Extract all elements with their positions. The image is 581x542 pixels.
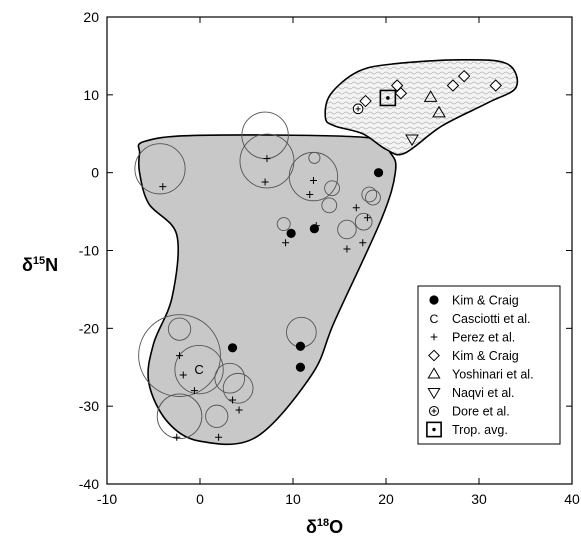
y-tick-label: -40 (79, 476, 99, 492)
data-point-filled-circle (227, 343, 238, 353)
legend-label: Dore et al. (452, 405, 510, 419)
x-tick-label: 0 (196, 491, 204, 507)
circled-plus-cross (355, 106, 361, 112)
data-point-filled-circle (373, 168, 384, 178)
data-point-plus (282, 239, 290, 247)
uncertainty-circle (156, 393, 203, 440)
data-points: C (159, 69, 502, 441)
x-tick-label: 40 (564, 491, 580, 507)
data-point-open-triangle-down (405, 134, 419, 147)
y-tick-label: -30 (79, 398, 99, 414)
y-axis-title: δ15N (22, 255, 58, 275)
legend-label: Perez et al. (452, 331, 515, 345)
y-tick-label: 10 (83, 87, 99, 103)
data-point-open-diamond (446, 79, 460, 92)
data-point-plus (215, 433, 223, 441)
uncertainty-circle (167, 317, 192, 341)
legend-label: Trop. avg. (452, 423, 508, 437)
data-point-plus (159, 183, 167, 191)
data-point-boxed-dot (379, 89, 397, 107)
uncertainty-circle (138, 314, 221, 397)
uncertainty-circle (361, 186, 378, 203)
data-point-plus (359, 239, 367, 247)
uncertainty-circle (222, 372, 254, 404)
uncertainty-circle (239, 133, 295, 189)
boxed-dot-frame (379, 89, 397, 107)
data-point-plus (352, 204, 360, 212)
x-tick-label: 10 (285, 491, 301, 507)
data-point-plus (306, 190, 314, 198)
boxed-dot-center (386, 96, 390, 100)
legend-marker-plus (430, 333, 438, 341)
data-point-plus (309, 176, 317, 184)
circled-plus-cross (431, 408, 437, 414)
legend-label: Naqvi et al. (452, 386, 515, 400)
data-point-plus (235, 406, 243, 414)
uncertainty-circle (321, 197, 338, 214)
uncertainty-circle (365, 189, 381, 206)
data-point-plus (263, 155, 271, 163)
y-tick-label: -20 (79, 320, 99, 336)
legend-marker-letter-C: C (430, 312, 439, 326)
marine-field-region (137, 134, 397, 446)
legend-marker-circled-plus (428, 405, 440, 417)
axes: -10 0 10 20 30 40 -40 -30 -20 -10 0 10 20 (79, 9, 580, 507)
data-point-filled-circle (286, 228, 296, 238)
data-point-letter-C: C (194, 362, 203, 377)
uncertainty-circle (324, 180, 340, 197)
y-tick-label: 0 (91, 165, 99, 181)
legend-label: Kim & Craig (452, 349, 519, 363)
legend-marker-open-diamond (428, 349, 440, 362)
uncertainty-circle (214, 362, 246, 394)
legend-marker-open-triangle-up (427, 367, 441, 379)
data-point-plus (312, 222, 320, 230)
uncertainty-circle (205, 404, 229, 428)
data-point-filled-circle (295, 341, 306, 351)
legend-label: Kim & Craig (452, 294, 519, 308)
data-point-open-diamond (489, 79, 502, 92)
uncertainty-circle (308, 151, 321, 164)
x-tick-label: 30 (471, 491, 487, 507)
data-point-open-diamond (359, 94, 372, 108)
data-point-plus (363, 214, 371, 222)
uncertainty-circle (354, 212, 373, 231)
x-axis-title: δ18O (306, 517, 343, 537)
data-point-plus (261, 178, 269, 186)
data-point-filled-circle (295, 362, 306, 372)
uncertainty-circle (276, 217, 291, 231)
data-point-plus (343, 245, 351, 253)
data-point-open-triangle-up (432, 105, 446, 118)
data-point-plus (190, 387, 198, 395)
data-point-plus (173, 433, 181, 441)
x-tick-label: -10 (97, 491, 117, 507)
y-tick-label: -10 (79, 243, 99, 259)
data-point-open-diamond (394, 87, 408, 100)
uncertainty-circle (174, 344, 224, 395)
data-point-plus (229, 396, 237, 404)
boxed-dot-frame (426, 421, 442, 438)
data-point-open-triangle-up (423, 90, 438, 102)
data-point-plus (179, 371, 187, 379)
legend-label: Casciotti et al. (452, 312, 531, 326)
data-point-plus (176, 352, 184, 360)
legend-marker-open-triangle-down (427, 388, 441, 400)
data-point-circled-plus (352, 103, 364, 115)
legend-marker-boxed-dot (426, 421, 442, 438)
data-point-open-diamond (457, 69, 471, 83)
uncertainty-circle (134, 143, 186, 195)
atmospheric-field-region (324, 58, 519, 156)
legend-marker-filled-circle (429, 295, 439, 305)
boxed-dot-center (432, 427, 436, 432)
legend-box (417, 285, 561, 445)
x-tick-label: 20 (378, 491, 394, 507)
legend: Kim & Craig C Casciotti et al. Perez et al.… (417, 285, 561, 445)
legend-label: Yoshinari et al. (452, 368, 534, 382)
uncertainty-circle (337, 219, 357, 240)
y-tick-label: 20 (83, 9, 99, 25)
